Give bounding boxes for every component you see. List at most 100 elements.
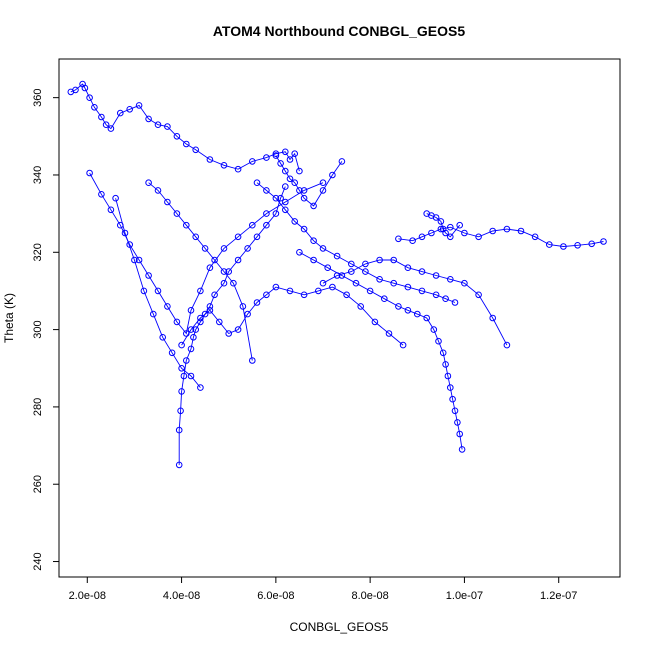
data-point xyxy=(451,299,459,306)
data-point xyxy=(286,156,294,163)
data-point xyxy=(263,210,270,217)
data-point xyxy=(395,235,402,243)
data-point xyxy=(220,279,228,287)
y-tick-label: 300 xyxy=(32,320,44,338)
data-point xyxy=(178,388,185,395)
data-point xyxy=(442,229,449,237)
x-tick-label: 2.0e-08 xyxy=(69,590,106,602)
data-point xyxy=(404,264,412,272)
data-point xyxy=(173,318,181,326)
data-point xyxy=(197,287,204,295)
series-line xyxy=(398,226,604,247)
data-point xyxy=(300,194,308,202)
data-point xyxy=(315,287,322,295)
data-point xyxy=(164,198,171,206)
data-point xyxy=(489,314,497,322)
series-7 xyxy=(423,210,464,241)
series-1 xyxy=(67,80,303,175)
data-point xyxy=(164,303,171,310)
series-line xyxy=(181,286,404,346)
data-point xyxy=(282,167,289,175)
data-point xyxy=(461,279,468,287)
data-point xyxy=(263,187,270,194)
series-line xyxy=(148,182,253,361)
data-point xyxy=(362,260,369,268)
data-point xyxy=(277,160,284,167)
data-point xyxy=(432,291,440,299)
data-point xyxy=(447,276,454,283)
data-point xyxy=(437,218,445,225)
series-2 xyxy=(175,183,289,469)
data-point xyxy=(249,357,256,364)
data-point xyxy=(192,326,199,333)
data-point xyxy=(112,194,119,202)
data-point xyxy=(180,372,188,380)
data-point xyxy=(300,225,308,233)
data-point xyxy=(190,334,197,341)
data-point xyxy=(253,179,261,186)
data-point xyxy=(395,303,402,310)
data-point xyxy=(187,372,195,380)
data-point xyxy=(503,225,511,233)
data-point xyxy=(560,243,567,250)
data-point xyxy=(517,227,525,235)
data-point xyxy=(244,245,251,252)
data-point xyxy=(272,283,280,291)
data-point xyxy=(220,245,228,252)
data-point xyxy=(206,303,214,310)
data-point xyxy=(234,326,242,333)
series-line xyxy=(322,259,508,346)
y-axis-label: Theta (K) xyxy=(2,293,16,343)
data-point xyxy=(439,349,447,357)
data-point xyxy=(230,279,237,287)
y-tick-label: 280 xyxy=(32,398,44,416)
data-point xyxy=(324,264,332,272)
data-point xyxy=(454,419,461,426)
data-point xyxy=(296,249,303,256)
data-point xyxy=(263,154,270,161)
data-point xyxy=(435,337,442,345)
data-point xyxy=(234,233,242,241)
data-point xyxy=(409,237,416,244)
data-point xyxy=(343,291,350,299)
data-point xyxy=(263,221,270,229)
data-point xyxy=(574,242,581,249)
series-12 xyxy=(112,194,204,391)
data-point xyxy=(192,233,199,241)
data-point xyxy=(442,361,449,368)
data-point xyxy=(135,102,143,109)
data-point xyxy=(126,106,133,113)
data-point xyxy=(319,245,327,252)
data-point xyxy=(121,229,129,237)
data-point xyxy=(442,295,449,303)
data-point xyxy=(418,268,426,275)
data-point xyxy=(102,121,110,128)
data-point xyxy=(444,372,452,380)
data-point xyxy=(357,303,365,310)
data-point xyxy=(390,279,398,287)
data-point xyxy=(546,241,553,248)
data-point xyxy=(329,171,336,179)
data-point xyxy=(177,407,184,415)
series-line xyxy=(70,83,300,172)
data-point xyxy=(249,221,256,229)
data-point xyxy=(263,291,270,299)
data-point xyxy=(456,221,464,229)
series-line xyxy=(426,213,461,238)
data-point xyxy=(338,272,346,279)
data-point xyxy=(430,326,438,333)
data-point xyxy=(107,125,115,132)
x-tick-label: 4.0e-08 xyxy=(163,590,200,602)
data-point xyxy=(145,272,152,279)
data-point xyxy=(72,86,79,94)
data-point xyxy=(150,310,157,318)
data-point xyxy=(197,384,204,391)
data-point xyxy=(175,461,183,469)
data-point xyxy=(175,426,183,434)
series-6 xyxy=(395,223,607,250)
data-point xyxy=(414,310,421,318)
data-point xyxy=(447,233,454,241)
data-point xyxy=(216,318,223,326)
data-point xyxy=(404,307,412,314)
data-point xyxy=(183,357,190,364)
